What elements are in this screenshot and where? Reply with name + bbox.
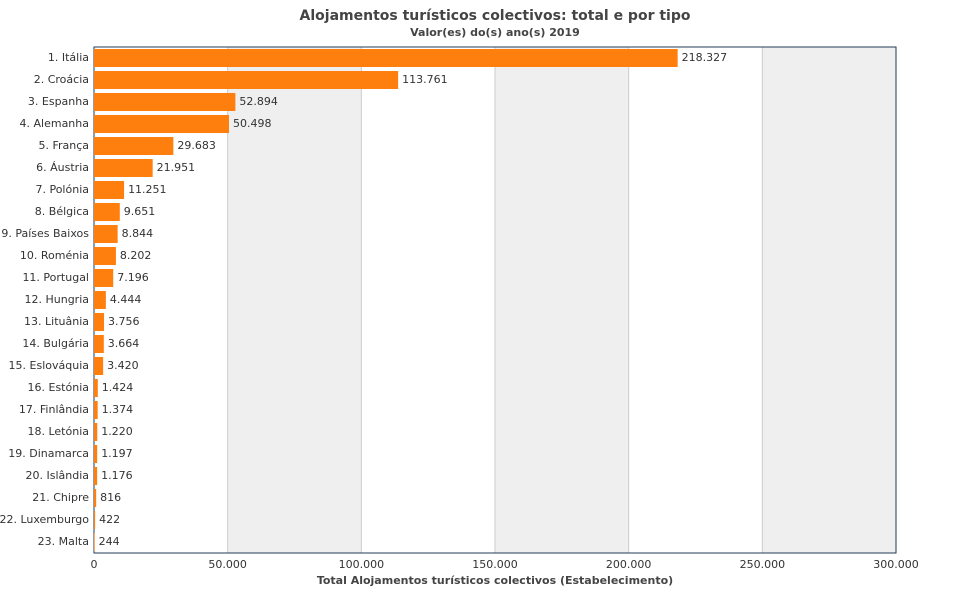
bar: [94, 203, 120, 221]
bar: [94, 357, 104, 375]
bar: [94, 423, 98, 441]
x-tick-label: 150.000: [472, 558, 518, 571]
y-tick-label: 4. Alemanha: [20, 117, 89, 130]
y-tick-label: 16. Estónia: [28, 381, 89, 394]
y-tick-label: 21. Chipre: [32, 491, 89, 504]
bar: [94, 313, 105, 331]
value-label: 29.683: [177, 139, 216, 152]
grid-band: [227, 47, 362, 553]
chart-title: Alojamentos turísticos colectivos: total…: [300, 8, 691, 24]
y-tick-label: 2. Croácia: [34, 73, 89, 86]
y-tick-label: 8. Bélgica: [35, 205, 89, 218]
y-tick-label: 9. Países Baixos: [1, 227, 89, 240]
bar: [94, 269, 114, 287]
value-label: 422: [99, 513, 120, 526]
value-label: 218.327: [682, 51, 728, 64]
bar: [94, 247, 116, 265]
bar: [94, 467, 98, 485]
value-label: 1.374: [102, 403, 134, 416]
y-tick-label: 5. França: [38, 139, 89, 152]
x-tick-label: 250.000: [740, 558, 786, 571]
grid-band: [762, 47, 896, 553]
value-label: 113.761: [402, 73, 448, 86]
bar: [94, 71, 399, 89]
bar: [94, 511, 96, 529]
y-tick-label: 22. Luxemburgo: [0, 513, 89, 526]
value-label: 52.894: [239, 95, 278, 108]
bar: [94, 225, 118, 243]
bar: [94, 181, 125, 199]
value-label: 11.251: [128, 183, 167, 196]
value-label: 3.420: [107, 359, 138, 372]
bar: [94, 379, 98, 397]
y-tick-label: 10. Roménia: [20, 249, 89, 262]
x-axis-label: Total Alojamentos turísticos colectivos …: [317, 574, 673, 587]
bar: [94, 401, 98, 419]
value-label: 1.197: [101, 447, 133, 460]
value-label: 4.444: [110, 293, 142, 306]
value-label: 21.951: [157, 161, 196, 174]
value-label: 244: [99, 535, 120, 548]
y-tick-label: 20. Islândia: [25, 469, 89, 482]
bar: [94, 533, 95, 551]
bar: [94, 115, 229, 133]
chart-subtitle: Valor(es) do(s) ano(s) 2019: [410, 26, 580, 39]
y-tick-label: 18. Letónia: [27, 425, 89, 438]
bar: [94, 93, 236, 111]
value-label: 1.220: [101, 425, 133, 438]
x-tick-label: 200.000: [606, 558, 652, 571]
y-tick-label: 3. Espanha: [28, 95, 89, 108]
value-label: 8.844: [122, 227, 154, 240]
y-tick-label: 13. Lituânia: [24, 315, 89, 328]
x-tick-label: 100.000: [339, 558, 385, 571]
grid-band: [495, 47, 629, 553]
bar: [94, 489, 97, 507]
value-label: 9.651: [124, 205, 156, 218]
y-tick-label: 12. Hungria: [24, 293, 89, 306]
y-tick-label: 17. Finlândia: [19, 403, 89, 416]
bar: [94, 159, 153, 177]
value-label: 1.424: [102, 381, 134, 394]
y-tick-label: 11. Portugal: [22, 271, 89, 284]
x-tick-label: 0: [91, 558, 98, 571]
y-tick-label: 14. Bulgária: [22, 337, 89, 350]
bar: [94, 335, 104, 353]
y-tick-label: 19. Dinamarca: [8, 447, 89, 460]
value-label: 3.664: [108, 337, 140, 350]
value-label: 7.196: [117, 271, 149, 284]
y-tick-label: 7. Polónia: [35, 183, 89, 196]
value-label: 3.756: [108, 315, 140, 328]
bar: [94, 445, 98, 463]
value-label: 816: [100, 491, 121, 504]
y-tick-label: 15. Eslováquia: [9, 359, 89, 372]
y-tick-label: 6. Áustria: [36, 161, 89, 174]
value-label: 1.176: [101, 469, 132, 482]
bar: [94, 137, 174, 155]
x-tick-label: 50.000: [208, 558, 247, 571]
value-label: 8.202: [120, 249, 152, 262]
y-tick-label: 1. Itália: [48, 51, 89, 64]
y-tick-label: 23. Malta: [38, 535, 89, 548]
bar: [94, 49, 678, 67]
value-label: 50.498: [233, 117, 272, 130]
x-tick-label: 300.000: [873, 558, 919, 571]
bar: [94, 291, 106, 309]
